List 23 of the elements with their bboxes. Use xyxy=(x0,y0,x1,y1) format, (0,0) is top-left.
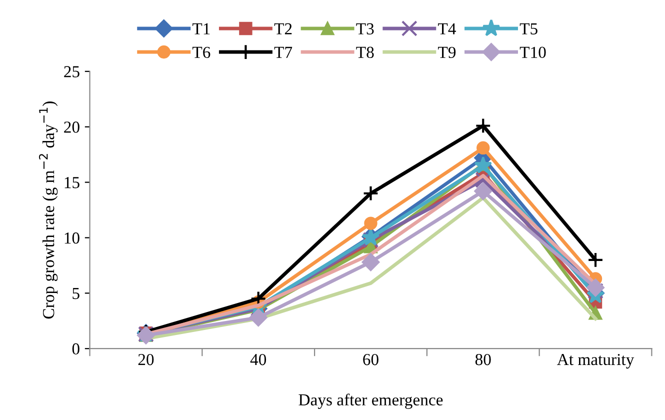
x-axis-title: Days after emergence xyxy=(298,394,443,409)
y-tick-label: 0 xyxy=(72,343,80,355)
legend-label: T10 xyxy=(520,46,546,58)
y-tick-label: 25 xyxy=(64,66,80,78)
legend-label: T2 xyxy=(274,23,292,34)
legend-label: T4 xyxy=(438,23,456,34)
legend-label: T7 xyxy=(274,46,292,58)
legend-label: T5 xyxy=(520,23,538,34)
x-tick-label: 80 xyxy=(475,354,491,366)
x-tick-label: 60 xyxy=(363,354,378,366)
legend-label: T8 xyxy=(356,46,374,58)
legend-label: T6 xyxy=(192,46,210,58)
x-tick-label: At maturity xyxy=(557,354,634,369)
legend-label: T3 xyxy=(356,23,374,34)
y-tick-label: 20 xyxy=(64,122,80,133)
x-tick-label: 20 xyxy=(138,354,154,366)
y-tick-label: 10 xyxy=(64,232,80,244)
y-axis-title: Crop growth rate (g m$^{−2}$ day$^{−1}$) xyxy=(38,102,58,319)
legend-label: T1 xyxy=(192,23,210,34)
y-tick-label: 15 xyxy=(64,177,80,188)
y-tick-label: 5 xyxy=(72,288,80,300)
x-tick-label: 40 xyxy=(250,354,266,366)
legend-label: T9 xyxy=(438,46,456,58)
